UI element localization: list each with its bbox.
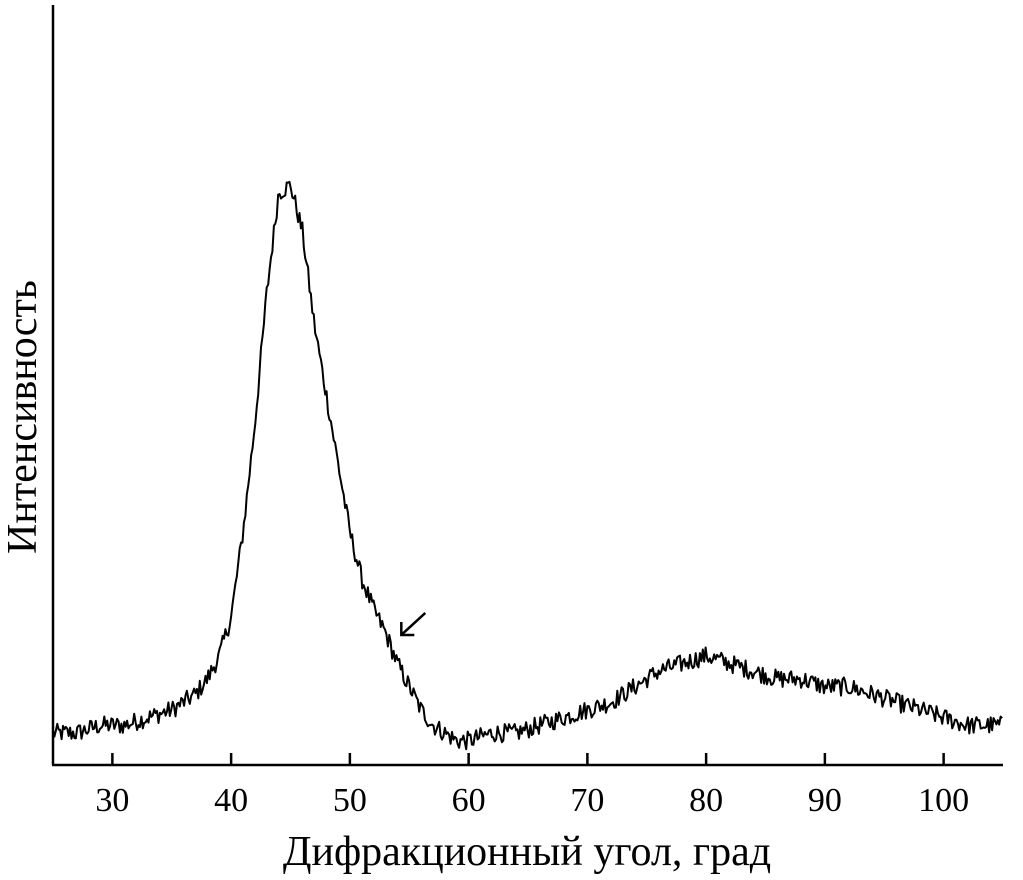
- x-tick-label: 50: [333, 782, 367, 819]
- x-tick-label: 40: [214, 782, 248, 819]
- y-axis-title: Интенсивность: [0, 280, 46, 554]
- annotation-arrow-shaft: [400, 612, 427, 636]
- x-tick-label: 100: [918, 782, 969, 819]
- diffraction-curve: [52, 180, 1003, 751]
- annotation-arrow-head: [400, 621, 415, 637]
- x-tick-label: 70: [570, 782, 604, 819]
- x-tick-label: 80: [689, 782, 723, 819]
- x-ticks: 30 40 50 60 70 80 90 100: [95, 753, 969, 819]
- x-axis-title: Дифракционный угол, град: [283, 829, 771, 875]
- x-tick-label: 30: [95, 782, 129, 819]
- x-tick-label: 90: [808, 782, 842, 819]
- annotations: [400, 612, 427, 637]
- x-tick-label: 60: [452, 782, 486, 819]
